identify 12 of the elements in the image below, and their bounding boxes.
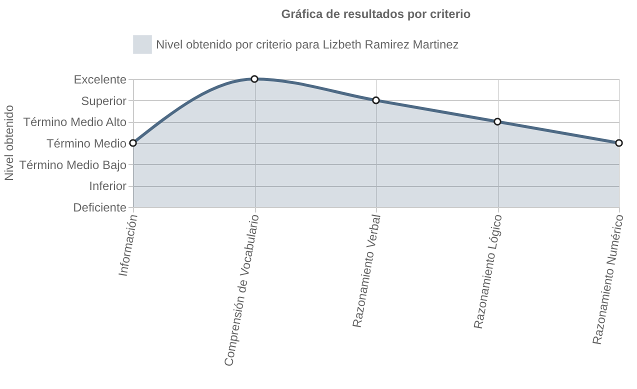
- category-label: Término Medio: [46, 136, 126, 150]
- legend-label: Nivel obtenido por criterio para Lizbeth Ramirez Martinez: [156, 38, 459, 52]
- category-label: Excelente: [74, 72, 126, 86]
- text: Nivel obtenido: [2, 104, 16, 182]
- category-label: Término Medio Alto: [23, 115, 126, 130]
- category-label: Término Medio Bajo: [19, 158, 126, 172]
- category-label: Superior: [81, 94, 126, 108]
- chart-title: Gráfica de resultados por criterio: [281, 7, 471, 21]
- x-tick-label: Información: [116, 213, 140, 278]
- x-tick-label: Comprensión de Vocabulario: [221, 212, 262, 368]
- category-label: Deficiente: [73, 200, 126, 214]
- category-label: Inferior: [89, 179, 126, 194]
